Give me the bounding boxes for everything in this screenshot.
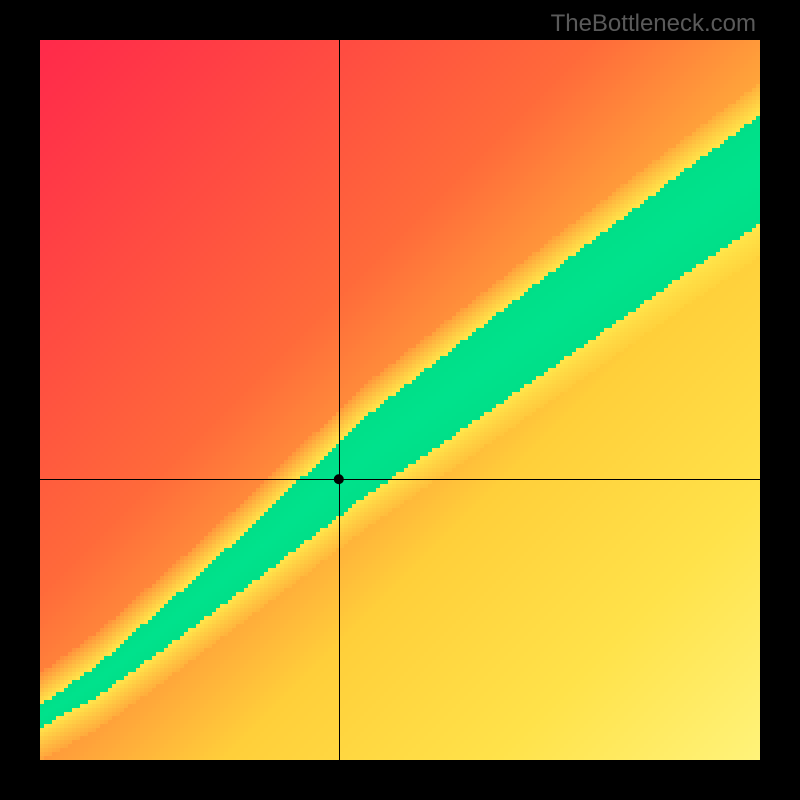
watermark-text: TheBottleneck.com	[551, 10, 756, 38]
bottleneck-heatmap	[0, 0, 800, 800]
chart-container: TheBottleneck.com	[0, 0, 800, 800]
